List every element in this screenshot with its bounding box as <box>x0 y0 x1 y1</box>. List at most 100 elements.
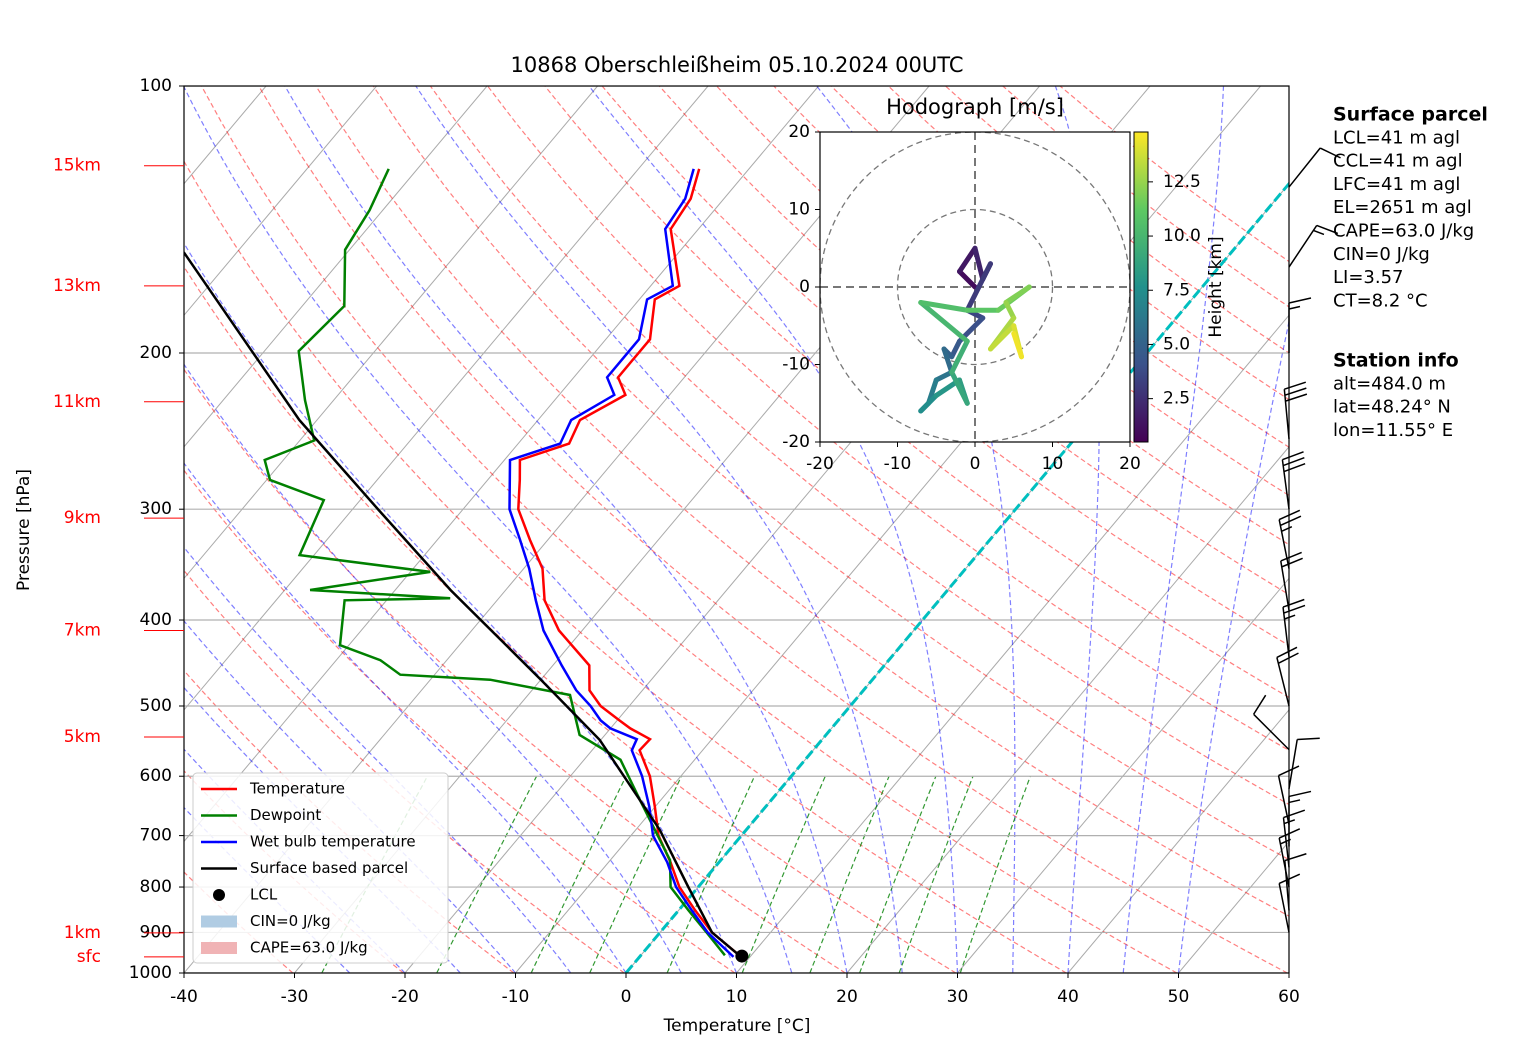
profile-line <box>508 168 735 958</box>
colorbar <box>1133 131 1149 443</box>
moist-adiabat <box>184 620 516 973</box>
dry-adiabat <box>184 368 846 973</box>
legend-label: Temperature <box>249 780 345 798</box>
info-line: LCL=41 m agl <box>1333 127 1460 148</box>
hodograph-segment <box>933 369 955 383</box>
legend-swatch <box>201 942 237 954</box>
x-tick-label: -40 <box>170 987 198 1007</box>
moist-adiabat <box>284 86 848 973</box>
dry-adiabat <box>372 86 1289 861</box>
colorbar-tick-label: 7.5 <box>1163 280 1190 300</box>
hodograph-x-tick-label: -20 <box>806 454 834 474</box>
dry-adiabat <box>258 86 1288 973</box>
x-tick-label: 60 <box>1278 987 1300 1007</box>
dry-adiabat <box>184 265 957 973</box>
zero-isotherm <box>624 181 1289 973</box>
dry-adiabat <box>184 160 1067 973</box>
x-tick-label: -10 <box>502 987 530 1007</box>
wind-barb <box>1288 224 1339 268</box>
y-tick-label: 100 <box>140 76 172 96</box>
isotherm <box>184 86 377 317</box>
hodograph-segment <box>957 269 978 290</box>
height-label: 7km <box>64 620 101 640</box>
info-line: lon=11.55° E <box>1333 420 1453 441</box>
axes-frame <box>183 85 1290 974</box>
wind-barb <box>1278 509 1302 569</box>
info-line: CAPE=63.0 J/kg <box>1333 221 1474 242</box>
isotherm <box>846 446 1289 973</box>
hodograph-segment <box>972 245 986 282</box>
hodograph-x-tick-label: -10 <box>884 454 912 474</box>
hodograph: Hodograph [m/s] -20 -10 0 10 20 -20 -10 0 10 20 2.5… <box>782 95 1226 474</box>
height-label: 15km <box>53 156 101 176</box>
info-line: EL=2651 m agl <box>1333 197 1472 218</box>
x-tick-label: 50 <box>1168 987 1190 1007</box>
hodograph-x-tick-label: 20 <box>1119 454 1141 474</box>
wind-barb <box>1288 147 1341 188</box>
hodograph-segment <box>1011 331 1024 360</box>
hodograph-x-tick-label: 10 <box>1042 454 1064 474</box>
info-line: CIN=0 J/kg <box>1333 244 1430 265</box>
isotherm <box>184 86 598 580</box>
x-tick-label: 10 <box>726 987 748 1007</box>
wind-barb <box>1277 765 1300 825</box>
wind-barb <box>1282 598 1306 657</box>
y-tick-label: 500 <box>140 696 172 716</box>
colorbar-label: Height [km] <box>1206 236 1226 337</box>
legend-label: Dewpoint <box>250 806 321 824</box>
hodograph-plot <box>820 132 1130 442</box>
isotherm <box>184 86 709 711</box>
y-tick-label: 400 <box>140 610 172 630</box>
hodograph-segment <box>918 300 970 313</box>
wind-barb <box>1288 737 1320 789</box>
profile-line <box>184 251 743 958</box>
hodograph-segment <box>949 369 970 406</box>
info-line: alt=484.0 m <box>1333 373 1446 394</box>
hodograph-y-tick-label: -20 <box>782 432 810 452</box>
profile-line <box>517 168 743 958</box>
info-line: lat=48.24° N <box>1333 397 1451 418</box>
chart-title: 10868 Oberschleißheim 05.10.2024 00UTC <box>511 53 964 77</box>
hodograph-segment <box>964 261 993 313</box>
y-axis-label: Pressure [hPa] <box>14 469 34 591</box>
moist-adiabat <box>184 242 738 973</box>
hodograph-title: Hodograph [m/s] <box>886 95 1064 119</box>
hodograph-y-tick-label: 0 <box>799 277 810 297</box>
moist-adiabat <box>184 546 572 973</box>
speed-ring <box>896 208 1054 366</box>
isotherm <box>1067 709 1289 973</box>
moist-adiabat <box>415 86 903 973</box>
info-line: LFC=41 m agl <box>1333 174 1460 195</box>
x-tick-label: 40 <box>1057 987 1079 1007</box>
moist-adiabat <box>184 363 682 973</box>
moist-adiabat <box>184 686 461 973</box>
wind-barb <box>1283 381 1308 440</box>
mixing-ratio-line <box>666 775 756 973</box>
x-tick-label: 0 <box>621 987 632 1007</box>
height-label: 9km <box>64 508 101 528</box>
colorbar-tick-label: 5.0 <box>1163 334 1190 354</box>
height-label: 5km <box>64 727 101 747</box>
colorbar-tick-label: 2.5 <box>1163 389 1190 409</box>
hodograph-segment <box>918 300 970 344</box>
wind-barb <box>1280 551 1303 611</box>
height-label: sfc <box>77 947 101 967</box>
colorbar-tick-label: 10.0 <box>1163 226 1201 246</box>
mixing-ratio-line <box>589 775 682 973</box>
height-label: 13km <box>53 276 101 296</box>
x-tick-label: 30 <box>947 987 969 1007</box>
height-label: 11km <box>53 392 101 412</box>
legend-swatch <box>213 889 225 901</box>
info-line: CT=8.2 °C <box>1333 290 1428 311</box>
hodograph-segment <box>957 245 978 274</box>
legend-swatch <box>201 915 237 928</box>
dry-adiabat <box>429 86 1289 806</box>
isotherm <box>957 577 1289 973</box>
hodograph-segment <box>949 338 962 360</box>
x-tick-label: -20 <box>391 987 419 1007</box>
height-label: 1km <box>64 923 101 943</box>
isotherm <box>736 314 1289 973</box>
colorbar-tick-label: 12.5 <box>1163 172 1201 192</box>
